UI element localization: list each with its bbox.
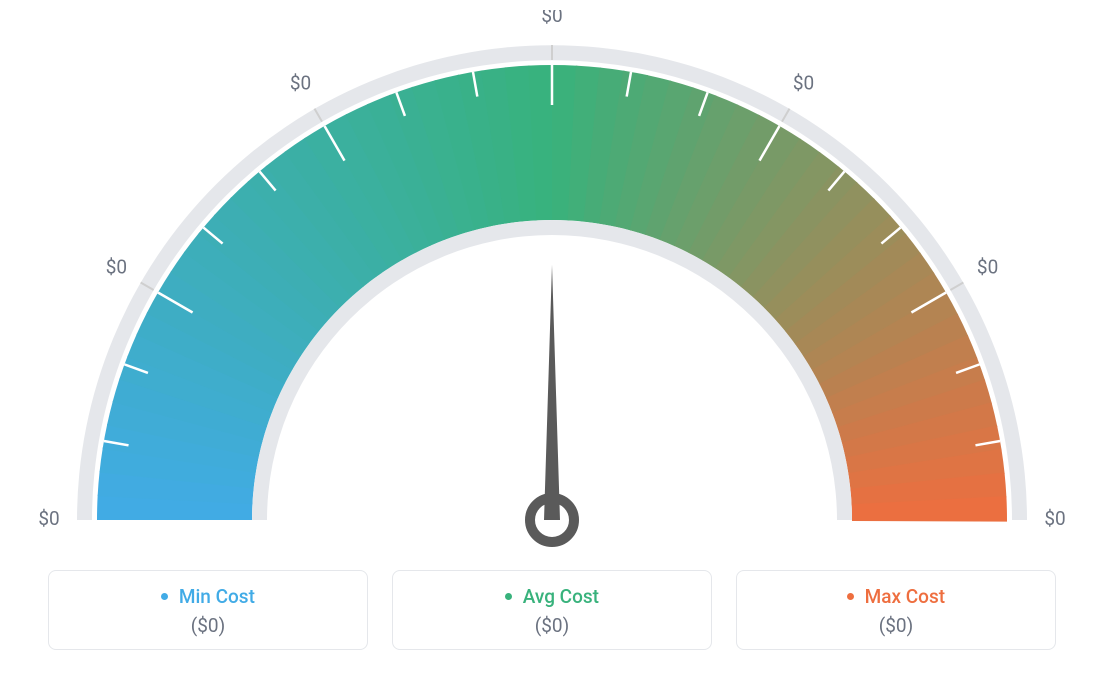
legend-value: ($0) [59,614,357,637]
svg-text:$0: $0 [541,10,562,27]
gauge-area: $0 $0 $0 $0 $0 $0 $0 [0,0,1104,560]
legend-label: Min Cost [59,585,357,608]
legend-label: Avg Cost [403,585,701,608]
legend-dot-icon [161,593,168,600]
svg-text:$0: $0 [290,71,311,94]
svg-text:$0: $0 [106,256,127,279]
legend-dot-icon [505,593,512,600]
legend-label-text: Avg Cost [523,585,599,608]
legend-label-text: Max Cost [865,585,945,608]
legend-card-min: Min Cost ($0) [48,570,368,650]
svg-text:$0: $0 [38,507,59,530]
legend-dot-icon [847,593,854,600]
svg-text:$0: $0 [1044,507,1065,530]
legend-value: ($0) [403,614,701,637]
svg-text:$0: $0 [793,71,814,94]
legend-label: Max Cost [747,585,1045,608]
legend-card-max: Max Cost ($0) [736,570,1056,650]
legend-value: ($0) [747,614,1045,637]
svg-text:$0: $0 [977,256,998,279]
cost-gauge-widget: $0 $0 $0 $0 $0 $0 $0 Min Cost ($0) Avg Cost ($… [0,0,1104,690]
legend-label-text: Min Cost [179,585,255,608]
legend: Min Cost ($0) Avg Cost ($0) Max Cost ($0… [0,570,1104,650]
legend-card-avg: Avg Cost ($0) [392,570,712,650]
gauge-chart: $0 $0 $0 $0 $0 $0 $0 [0,10,1104,570]
